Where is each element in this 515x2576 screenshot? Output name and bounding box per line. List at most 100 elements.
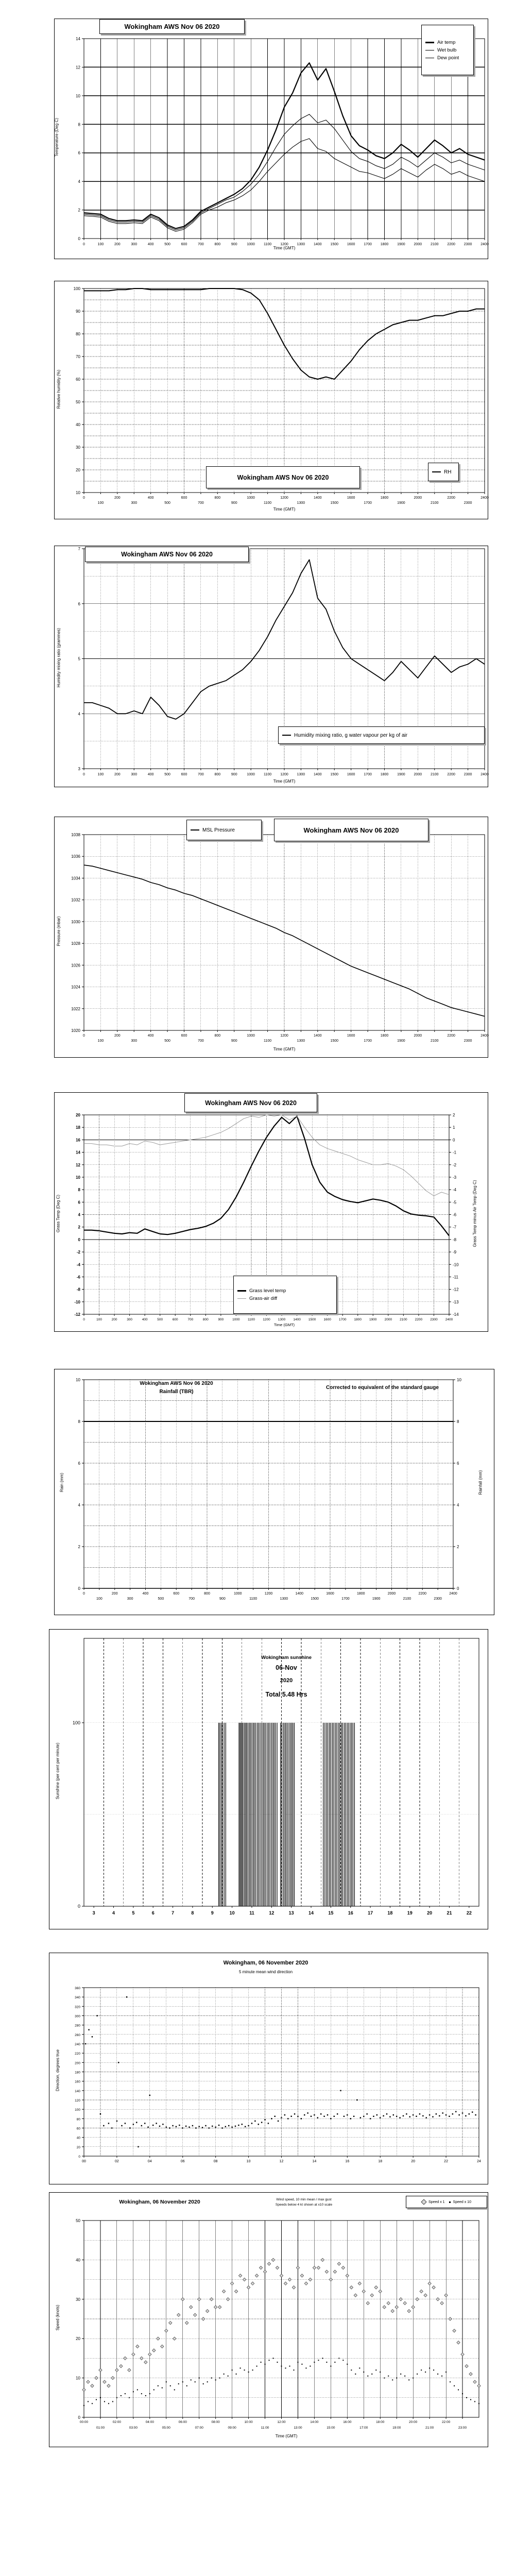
svg-text:1900: 1900 <box>397 501 405 505</box>
svg-text:1022: 1022 <box>71 1007 80 1011</box>
sunshine-y-axis-label: Sunshine (per cent per minute) <box>55 1742 60 1800</box>
svg-text:1600: 1600 <box>347 243 355 246</box>
svg-text:6: 6 <box>78 151 81 156</box>
svg-text:30: 30 <box>76 445 80 450</box>
svg-text:1100: 1100 <box>249 1597 257 1601</box>
wind-speed-chart: 00:00 01:00 02:00 03:00 04:00 05:00 06:00 07:00… <box>49 2192 488 2447</box>
svg-text:1030: 1030 <box>71 920 80 924</box>
svg-text:4: 4 <box>112 1910 115 1916</box>
svg-text:1500: 1500 <box>330 501 338 505</box>
svg-text:700: 700 <box>198 501 204 505</box>
grass-temp-y-axis-label: Grass Temp (Deg C) <box>56 1194 61 1233</box>
sunshine-date: 06-Nov <box>276 1664 297 1671</box>
svg-text:1700: 1700 <box>341 1597 350 1601</box>
svg-text:2000: 2000 <box>388 1592 396 1596</box>
svg-text:-4: -4 <box>77 1262 81 1267</box>
legend-label: Humidity mixing ratio, g water vapour pe… <box>294 732 408 738</box>
sunshine-total: Total 5.48 Hrs <box>265 1691 307 1698</box>
svg-text:4: 4 <box>457 1503 459 1507</box>
svg-text:21: 21 <box>447 1910 452 1916</box>
svg-text:1000: 1000 <box>247 243 255 246</box>
svg-text:1100: 1100 <box>264 1039 271 1043</box>
svg-text:6: 6 <box>457 1461 459 1466</box>
svg-text:12: 12 <box>269 1910 274 1916</box>
svg-text:1800: 1800 <box>381 243 389 246</box>
svg-text:22:00: 22:00 <box>442 2420 451 2424</box>
svg-text:18: 18 <box>387 1910 392 1916</box>
svg-text:24: 24 <box>477 2160 481 2163</box>
svg-text:-7: -7 <box>453 1225 457 1230</box>
svg-text:10: 10 <box>76 2376 80 2381</box>
svg-text:1100: 1100 <box>264 773 271 776</box>
svg-text:1900: 1900 <box>397 1039 405 1043</box>
legend-item-air-temp: Air temp <box>425 40 470 45</box>
svg-text:700: 700 <box>188 1597 195 1601</box>
svg-text:20: 20 <box>427 1910 432 1916</box>
svg-text:100: 100 <box>73 1720 80 1725</box>
svg-text:14: 14 <box>308 1910 314 1916</box>
svg-text:1300: 1300 <box>297 501 305 505</box>
legend-label: Speed x 1 <box>428 2200 445 2204</box>
svg-text:1900: 1900 <box>397 243 405 246</box>
svg-text:700: 700 <box>198 773 204 776</box>
svg-text:300: 300 <box>75 2015 80 2019</box>
svg-text:1500: 1500 <box>308 1318 316 1321</box>
svg-text:300: 300 <box>131 773 137 776</box>
svg-text:600: 600 <box>181 496 187 500</box>
svg-text:1020: 1020 <box>71 1028 80 1033</box>
svg-text:0: 0 <box>453 1138 455 1142</box>
svg-text:1100: 1100 <box>248 1318 255 1321</box>
svg-text:1000: 1000 <box>247 1034 255 1038</box>
svg-text:600: 600 <box>181 773 187 776</box>
svg-text:100: 100 <box>98 501 104 505</box>
wind-speed-x-axis-label: Time (GMT) <box>275 2434 298 2438</box>
mixing-ratio-legend: Humidity mixing ratio, g water vapour pe… <box>278 726 485 744</box>
svg-text:4: 4 <box>78 179 81 184</box>
temperature-chart-title: Wokingham AWS Nov 06 2020 <box>99 19 245 34</box>
humidity-x-axis-label: Time (GMT) <box>273 507 296 512</box>
svg-text:14:00: 14:00 <box>310 2420 319 2424</box>
svg-text:400: 400 <box>143 1592 149 1596</box>
svg-text:21:00: 21:00 <box>425 2426 434 2430</box>
svg-text:2300: 2300 <box>464 1039 472 1043</box>
svg-text:160: 160 <box>75 2080 80 2084</box>
svg-text:2000: 2000 <box>385 1318 392 1321</box>
svg-text:-8: -8 <box>77 1287 81 1292</box>
legend-item-msl-pressure: MSL Pressure <box>191 827 258 833</box>
svg-text:1700: 1700 <box>364 773 372 776</box>
pressure-y-axis-label: Pressure (mbar) <box>56 916 61 946</box>
svg-text:20: 20 <box>411 2160 415 2163</box>
svg-text:-6: -6 <box>453 1213 457 1217</box>
svg-text:04: 04 <box>148 2160 152 2163</box>
series-10-min-mean <box>83 2358 479 2406</box>
series-humidity-mixing-ratio-g-water-vapour-per-kg-of-air <box>84 559 485 720</box>
grass-temp-y2-axis-label: Grass Temp minus Air Temp (Deg C) <box>472 1180 477 1247</box>
svg-text:40: 40 <box>76 422 80 427</box>
legend-item-mixing-ratio: Humidity mixing ratio, g water vapour pe… <box>282 733 480 738</box>
svg-text:1024: 1024 <box>71 985 80 990</box>
pressure-chart-title: Wokingham AWS Nov 06 2020 <box>274 819 428 841</box>
gridlines <box>84 1988 479 2156</box>
svg-text:70: 70 <box>76 354 80 359</box>
grass-temp-chart-title: Wokingham AWS Nov 06 2020 <box>184 1093 317 1112</box>
svg-text:600: 600 <box>173 1592 179 1596</box>
svg-text:1700: 1700 <box>364 1039 372 1043</box>
svg-text:2100: 2100 <box>431 243 439 246</box>
series-rh <box>84 288 485 380</box>
svg-text:6: 6 <box>78 602 81 606</box>
svg-text:2400: 2400 <box>480 496 489 500</box>
svg-text:40: 40 <box>77 2137 81 2140</box>
svg-text:1700: 1700 <box>339 1318 347 1321</box>
series-air-temp <box>83 62 485 229</box>
svg-text:0: 0 <box>83 1592 85 1596</box>
svg-text:8: 8 <box>191 1910 194 1916</box>
svg-text:2100: 2100 <box>431 501 439 505</box>
svg-text:40: 40 <box>76 2258 80 2262</box>
svg-text:2200: 2200 <box>447 496 455 500</box>
legend-item-rh: RH <box>432 469 455 475</box>
svg-text:-5: -5 <box>453 1200 457 1205</box>
svg-text:1300: 1300 <box>278 1318 286 1321</box>
svg-text:1900: 1900 <box>372 1597 381 1601</box>
series-max-gust <box>82 2258 481 2392</box>
mixing-ratio-chart-title: Wokingham AWS Nov 06 2020 <box>85 547 249 562</box>
